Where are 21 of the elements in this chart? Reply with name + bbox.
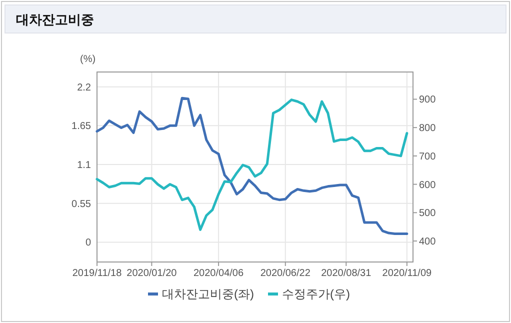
- y2tick: 500: [419, 208, 436, 220]
- xtick: 2019/11/18: [72, 268, 122, 279]
- xtick: 2020/08/31: [321, 268, 372, 279]
- y2tick: 800: [419, 123, 436, 134]
- xtick: 2020/11/09: [382, 268, 432, 279]
- legend-item: 수정주가(우): [282, 287, 350, 301]
- y2tick: 400: [419, 236, 436, 248]
- ytick: 0.55: [72, 198, 91, 210]
- title: 대차잔고비중: [16, 12, 94, 27]
- y2tick: 700: [419, 151, 436, 162]
- ytick: 0: [85, 238, 91, 249]
- xtick: 2020/06/22: [260, 268, 310, 279]
- xtick: 2020/04/06: [194, 268, 244, 279]
- ytick: 1.1: [77, 160, 91, 172]
- y2tick: 600: [419, 180, 436, 191]
- y2tick: 900: [419, 94, 436, 106]
- ytick: 2.2: [77, 82, 91, 94]
- xtick: 2020/01/20: [126, 268, 177, 279]
- ylabel: (%): [80, 54, 96, 65]
- ytick: 1.65: [72, 121, 91, 132]
- legend-item: 대차잔고비중(좌): [162, 287, 254, 301]
